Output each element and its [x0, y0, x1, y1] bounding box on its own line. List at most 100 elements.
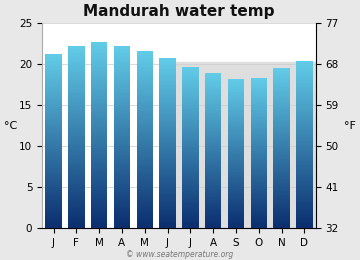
Bar [159, 85, 176, 86]
Bar [273, 153, 290, 154]
Bar [45, 152, 62, 153]
Bar [182, 102, 199, 103]
Bar [205, 188, 221, 189]
Bar [114, 66, 130, 67]
Bar [273, 223, 290, 224]
Bar [45, 107, 62, 108]
Bar [159, 70, 176, 71]
Bar [136, 135, 153, 136]
Bar [136, 59, 153, 60]
Bar [296, 156, 312, 157]
Bar [91, 60, 107, 61]
Bar [251, 86, 267, 87]
Bar [296, 161, 312, 162]
Bar [91, 98, 107, 99]
Bar [296, 113, 312, 114]
Bar [159, 96, 176, 97]
Bar [136, 82, 153, 83]
Bar [182, 129, 199, 130]
Bar [114, 196, 130, 197]
Bar [136, 132, 153, 133]
Bar [91, 81, 107, 82]
Bar [68, 164, 85, 165]
Bar [114, 204, 130, 205]
Bar [228, 111, 244, 112]
Bar [205, 125, 221, 126]
Bar [45, 154, 62, 155]
Bar [45, 95, 62, 96]
Bar [296, 80, 312, 81]
Bar [114, 119, 130, 120]
Bar [251, 145, 267, 146]
Bar [45, 198, 62, 199]
Bar [182, 125, 199, 126]
Bar [45, 165, 62, 166]
Bar [45, 187, 62, 188]
Bar [273, 86, 290, 87]
Bar [273, 157, 290, 158]
Bar [228, 207, 244, 208]
Bar [136, 151, 153, 152]
Bar [228, 161, 244, 162]
Bar [136, 155, 153, 156]
Bar [296, 125, 312, 126]
Bar [228, 128, 244, 129]
Bar [136, 96, 153, 97]
Bar [68, 120, 85, 121]
Bar [91, 182, 107, 183]
Bar [182, 173, 199, 174]
Bar [159, 201, 176, 202]
Bar [45, 62, 62, 63]
Bar [136, 195, 153, 196]
Bar [159, 183, 176, 184]
Bar [251, 88, 267, 89]
Bar [68, 163, 85, 164]
Bar [114, 107, 130, 108]
Bar [114, 86, 130, 87]
Bar [205, 199, 221, 200]
Bar [182, 71, 199, 72]
Bar [136, 150, 153, 151]
Bar [228, 100, 244, 101]
Bar [45, 137, 62, 138]
Bar [91, 217, 107, 218]
Bar [296, 134, 312, 135]
Bar [68, 100, 85, 101]
Bar [136, 187, 153, 188]
Bar [159, 225, 176, 226]
Bar [68, 101, 85, 102]
Bar [45, 222, 62, 223]
Bar [228, 201, 244, 202]
Bar [205, 163, 221, 164]
Bar [159, 104, 176, 105]
Bar [91, 202, 107, 203]
Bar [159, 192, 176, 193]
Bar [182, 163, 199, 164]
Bar [91, 214, 107, 215]
Bar [296, 114, 312, 115]
Bar [114, 99, 130, 100]
Bar [114, 148, 130, 149]
Bar [114, 173, 130, 174]
Bar [228, 183, 244, 184]
Bar [45, 197, 62, 198]
Bar [205, 196, 221, 197]
Bar [251, 104, 267, 105]
Bar [136, 80, 153, 81]
Bar [68, 93, 85, 94]
Bar [159, 217, 176, 218]
Bar [68, 127, 85, 128]
Bar [136, 62, 153, 63]
Bar [228, 198, 244, 199]
Bar [68, 223, 85, 224]
Bar [296, 213, 312, 214]
Bar [296, 112, 312, 113]
Bar [68, 205, 85, 206]
Bar [182, 199, 199, 200]
Bar [114, 217, 130, 218]
Bar [182, 146, 199, 147]
Bar [251, 186, 267, 187]
Bar [68, 121, 85, 122]
Bar [91, 154, 107, 155]
Bar [68, 217, 85, 218]
